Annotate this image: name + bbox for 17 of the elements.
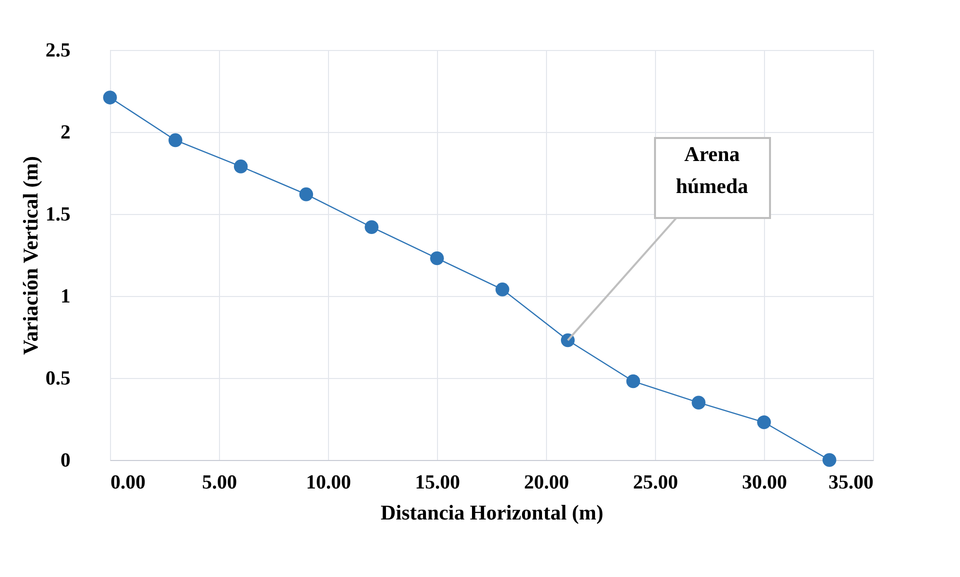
x-tick-label: 0.00 [110, 472, 146, 494]
y-axis-title: Variación Vertical (m) [18, 156, 42, 355]
x-axis-title: Distancia Horizontal (m) [380, 500, 604, 524]
y-tick-label: 0.5 [46, 368, 70, 390]
y-tick-label: 2.5 [46, 40, 70, 62]
y-tick-label: 1 [60, 286, 70, 308]
y-tick-label: 2 [60, 122, 70, 144]
x-tick-label: 35.00 [828, 472, 874, 494]
y-tick-label: 1.5 [46, 204, 70, 226]
x-tick-label: 10.00 [306, 472, 351, 494]
y-tick-label: 0 [60, 450, 70, 472]
x-tick-label: 30.00 [742, 472, 787, 494]
x-tick-label: 5.00 [202, 472, 237, 494]
annotation: Arena húmeda [676, 142, 749, 198]
x-tick-label: 20.00 [524, 472, 569, 494]
x-tick-label: 15.00 [415, 472, 460, 494]
x-tick-label: 25.00 [633, 472, 678, 494]
